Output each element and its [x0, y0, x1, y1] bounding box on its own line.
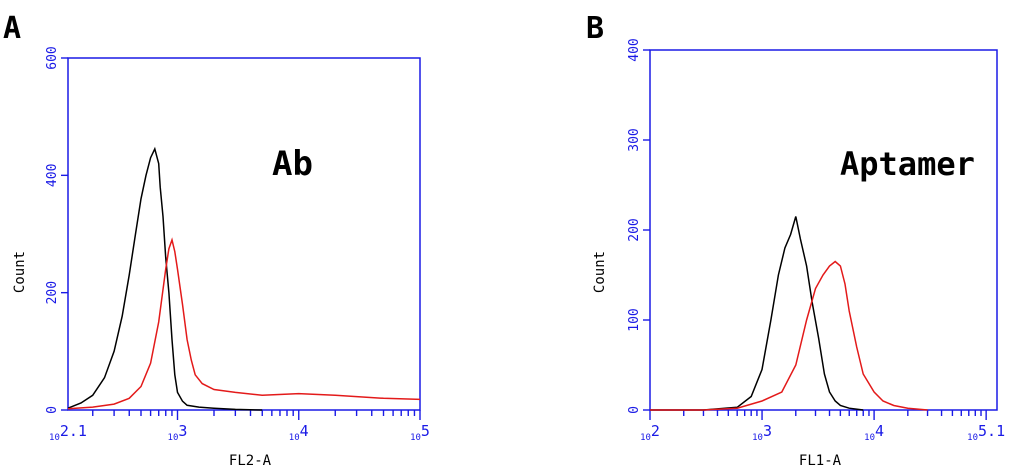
chart-annotation: Ab	[272, 144, 313, 184]
plot-frame	[649, 49, 998, 411]
y-tick-label: 100	[627, 308, 642, 331]
x-tick-label: 102	[640, 422, 660, 443]
series-group	[67, 146, 421, 411]
series-line-black	[650, 216, 864, 411]
y-tick-label: 0	[627, 406, 642, 414]
axis-ticks: 102 103 104 105.1 0 100 200 300 400	[627, 38, 1005, 443]
series-line-black	[67, 146, 263, 411]
x-axis-label: FL2-A	[229, 453, 272, 469]
x-tick-label: 104	[864, 422, 884, 443]
x-tick-label: 102.1	[49, 422, 87, 443]
y-tick-label: 600	[45, 46, 60, 69]
series-line-red	[67, 237, 421, 410]
panel-b: B 102 103 104 105.1 0 100 200 300 400 Aptamer Co…	[586, 11, 1005, 469]
panel-label: A	[3, 11, 21, 46]
y-tick-label: 0	[45, 406, 60, 414]
panel-label: B	[586, 11, 604, 46]
series-group	[650, 216, 928, 411]
plot-frame	[67, 57, 421, 411]
x-tick-label: 104	[289, 422, 309, 443]
series-line-red	[650, 260, 928, 411]
y-tick-label: 400	[627, 38, 642, 61]
x-tick-label: 103	[752, 422, 772, 443]
x-tick-label: 105	[410, 422, 430, 443]
y-tick-label: 200	[627, 218, 642, 241]
axis-ticks: 102.1 103 104 105 0 200 400 600	[45, 46, 430, 443]
y-tick-label: 300	[627, 128, 642, 151]
chart-annotation: Aptamer	[840, 145, 975, 183]
y-axis-label: Count	[592, 251, 608, 293]
x-tick-label: 103	[168, 422, 188, 443]
y-tick-label: 200	[45, 281, 60, 304]
y-axis-label: Count	[12, 251, 28, 293]
x-tick-label: 105.1	[967, 422, 1005, 443]
panel-a: A 102.1 103 104 105 0 200 400 600 Ab Count FL2-…	[3, 11, 430, 469]
y-tick-label: 400	[45, 164, 60, 187]
x-axis-label: FL1-A	[799, 453, 842, 469]
